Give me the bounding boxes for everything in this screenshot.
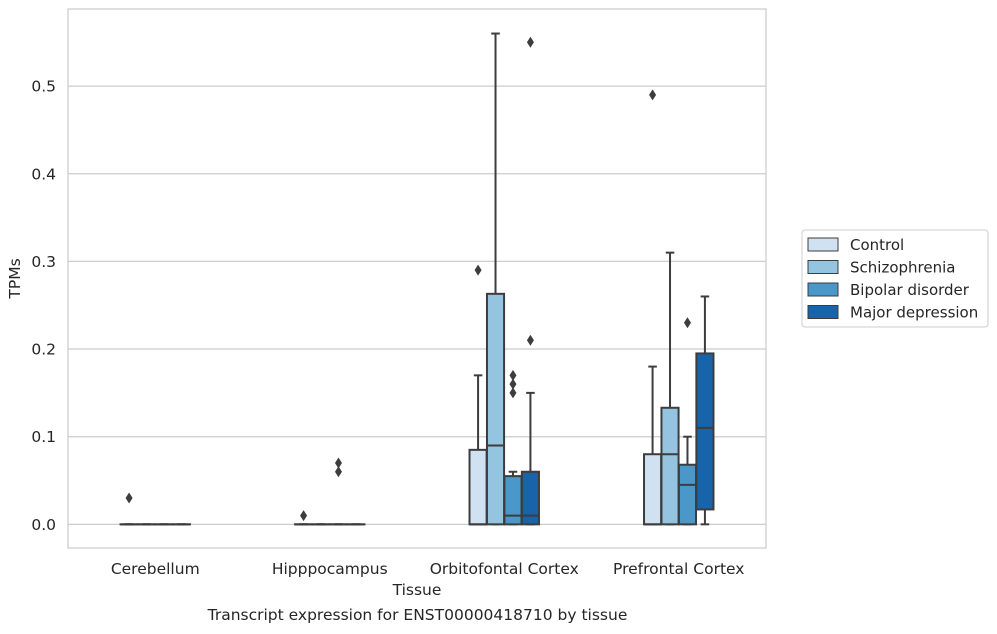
box [677, 463, 698, 526]
figure-caption: Transcript expression for ENST0000041871… [207, 606, 628, 624]
box [485, 292, 506, 526]
outlier-point [334, 457, 342, 469]
legend-swatch [807, 282, 839, 297]
legend-entry: Control [850, 236, 904, 254]
legend-swatch [807, 260, 839, 274]
box-group [294, 457, 366, 526]
x-tick-label: Prefrontal Cortex [613, 560, 744, 578]
legend-swatch [807, 237, 839, 252]
legend: Control Schizophrenia Bipolar disorder Majo… [801, 229, 989, 328]
box [695, 352, 715, 511]
outlier-point [509, 387, 517, 399]
outlier-point [300, 510, 308, 522]
outlier-point [474, 264, 482, 276]
outlier-point [683, 317, 691, 329]
box-group [643, 89, 715, 526]
box-group [468, 32, 540, 526]
box [660, 406, 680, 526]
x-tick-label: Hipppocampus [272, 560, 388, 578]
outlier-point [649, 89, 657, 101]
outlier-point [125, 492, 133, 504]
y-tick-label: 0.0 [31, 516, 56, 534]
y-axis-label: TPMs [6, 258, 24, 299]
legend-frame [801, 229, 989, 328]
box [643, 453, 663, 526]
y-tick-labels: 0.0 0.1 0.2 0.3 0.4 0.5 [31, 78, 56, 534]
legend-swatch [807, 305, 839, 319]
plot-frame [67, 8, 767, 549]
x-tick-label: Orbitofontal Cortex [430, 560, 579, 578]
box [468, 448, 488, 526]
x-tick-labels: Cerebellum Hipppocampus Orbitofontal Corte… [111, 560, 745, 578]
outlier-point [526, 334, 534, 346]
box-group [119, 492, 191, 526]
x-axis-label: Tissue [392, 581, 442, 599]
outlier-point [526, 36, 534, 48]
legend-entry: Bipolar disorder [850, 281, 970, 299]
y-tick-label: 0.5 [31, 78, 56, 96]
box-groups [119, 32, 715, 526]
legend-entry: Major depression [850, 304, 978, 322]
legend-entry: Schizophrenia [850, 259, 955, 277]
outlier-point [509, 369, 517, 381]
outlier-point [334, 466, 342, 478]
x-tick-label: Cerebellum [111, 560, 200, 578]
y-tick-label: 0.3 [31, 253, 56, 271]
box [520, 470, 540, 526]
box [503, 475, 523, 526]
y-tick-label: 0.2 [31, 341, 56, 359]
y-tick-label: 0.1 [31, 428, 56, 446]
y-tick-label: 0.4 [31, 165, 56, 183]
outlier-point [509, 378, 517, 390]
